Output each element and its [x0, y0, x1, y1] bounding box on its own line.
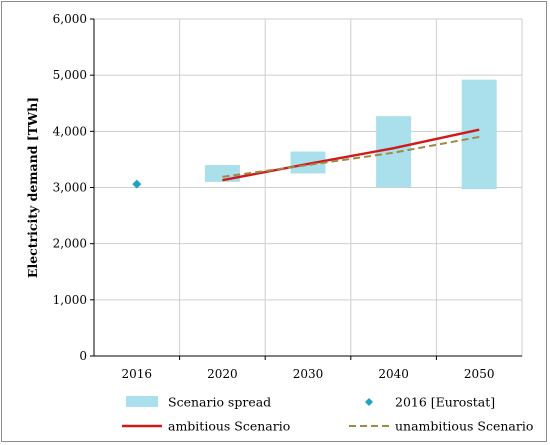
- eurostat-2016-marker: [132, 179, 142, 189]
- legend-item: unambitious Scenario: [349, 419, 533, 434]
- y-tick-label: 3,000: [53, 181, 87, 195]
- legend-label: ambitious Scenario: [168, 419, 290, 434]
- scenario-spread-bar: [290, 151, 326, 174]
- y-axis-title: Electricity demand [TWh]: [25, 97, 40, 278]
- y-tick-label: 5,000: [53, 68, 87, 82]
- legend-item: ambitious Scenario: [122, 419, 290, 434]
- y-tick-label: 2,000: [53, 237, 87, 251]
- y-tick-label: 0: [79, 349, 87, 363]
- ambitious-scenario-line: [222, 128, 480, 182]
- legend-swatch: [126, 396, 158, 407]
- y-tick-label: 4,000: [53, 124, 87, 138]
- x-tick-label: 2030: [293, 367, 324, 381]
- legend-label: 2016 [Eurostat]: [395, 395, 495, 410]
- legend: Scenario spread 2016 [Eurostat] ambitious …: [122, 395, 533, 434]
- x-tick-label: 2040: [378, 367, 409, 381]
- legend-item: 2016 [Eurostat]: [365, 395, 495, 410]
- y-tick-label: 6,000: [53, 12, 87, 26]
- bar-layer: [204, 79, 497, 190]
- legend-item: Scenario spread: [126, 395, 271, 410]
- x-tick-label: 2050: [464, 367, 495, 381]
- y-tick-label: 1,000: [53, 293, 87, 307]
- legend-label: unambitious Scenario: [395, 419, 533, 434]
- legend-swatch: [365, 398, 373, 406]
- scenario-spread-bar: [461, 79, 497, 190]
- x-tick-label: 2016: [122, 367, 153, 381]
- axis-layer: 0 1,000 2,000 3,000 4,000 5,000 6,000 2016 2020 2…: [25, 12, 522, 381]
- x-tick-label: 2020: [207, 367, 238, 381]
- grid-layer: [94, 18, 523, 356]
- line-layer: [132, 128, 480, 189]
- scenario-spread-bar: [376, 116, 412, 188]
- legend-label: Scenario spread: [168, 395, 271, 410]
